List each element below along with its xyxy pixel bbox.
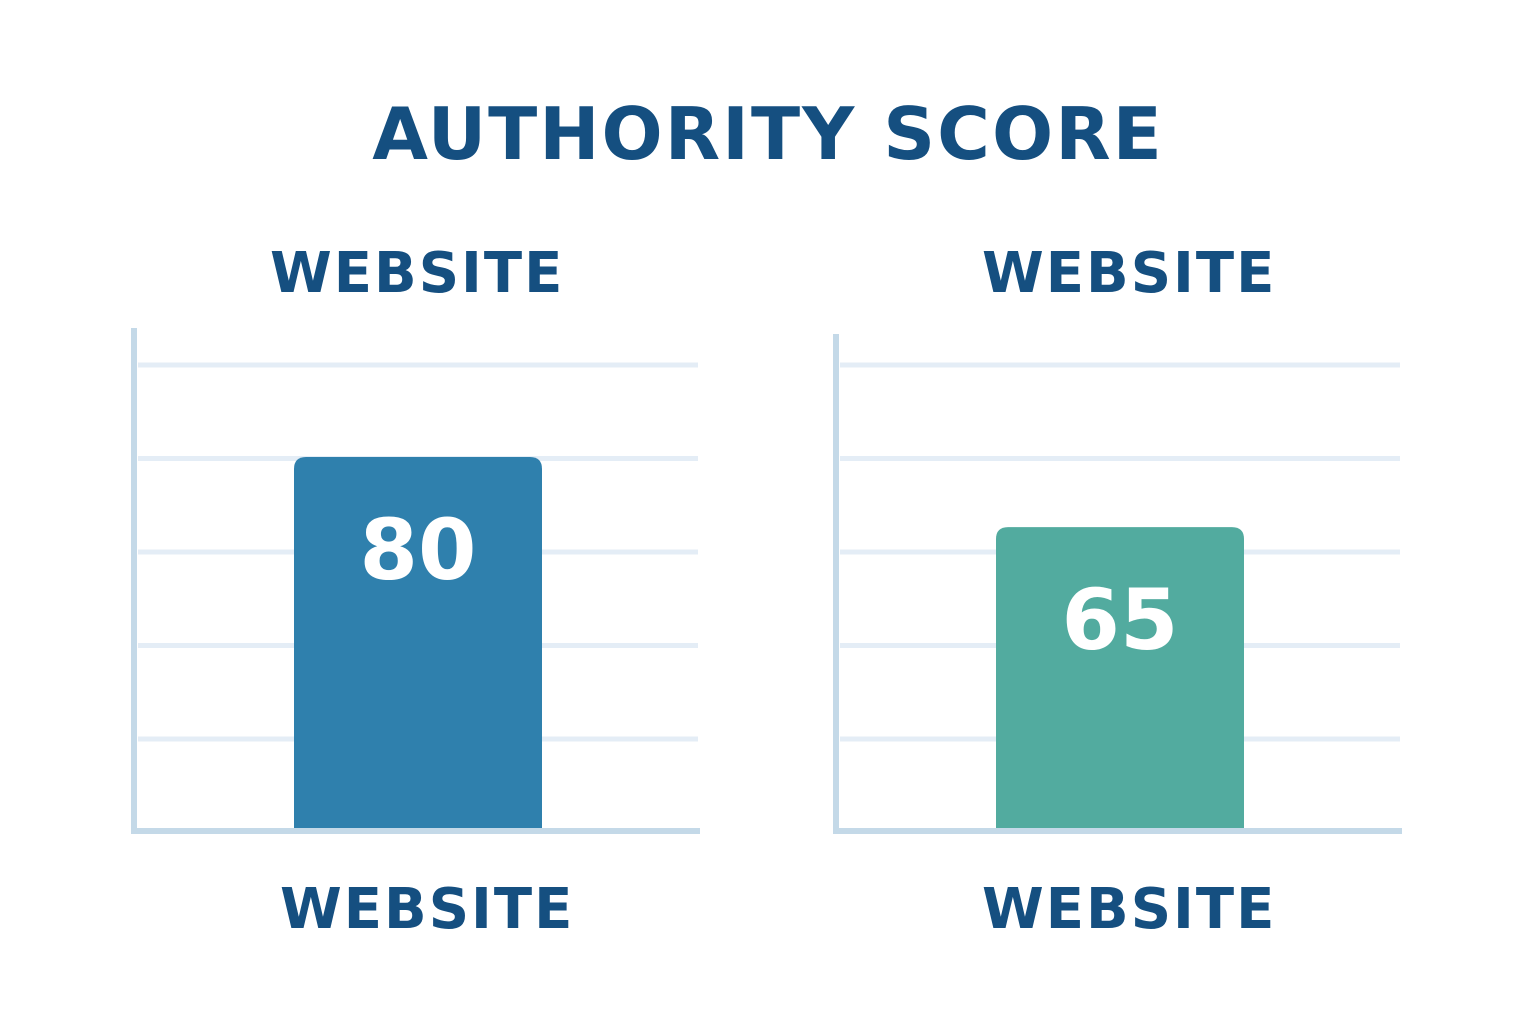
bar-left (294, 457, 542, 831)
bar-value-label-left: 80 (360, 501, 477, 599)
panel-right: WEBSITE 65 WEBSITE (768, 0, 1536, 1024)
bar-right (996, 527, 1244, 831)
bottom-label-left: WEBSITE (280, 877, 575, 942)
panel-left: WEBSITE 80 WEBSITE (131, 241, 700, 942)
bar-chart-left: 80 (131, 328, 700, 834)
top-label-left: WEBSITE (270, 241, 565, 306)
bottom-label-right: WEBSITE (982, 877, 1277, 942)
top-label-right: WEBSITE (982, 241, 1277, 306)
bar-value-label-right: 65 (1062, 571, 1179, 669)
bar-chart-right: 65 (833, 334, 1402, 834)
chart-title: AUTHORITY SCORE (372, 92, 1164, 176)
